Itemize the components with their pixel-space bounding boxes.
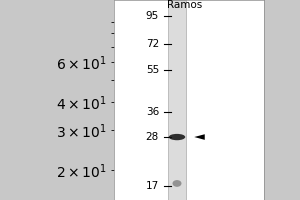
- Ellipse shape: [169, 134, 185, 140]
- Text: 17: 17: [146, 181, 159, 191]
- Bar: [168, 0, 186, 200]
- Text: 72: 72: [146, 39, 159, 49]
- Ellipse shape: [172, 180, 182, 187]
- Text: 95: 95: [146, 11, 159, 21]
- Text: 36: 36: [146, 107, 159, 117]
- Text: Ramos: Ramos: [167, 0, 202, 10]
- Text: 55: 55: [146, 65, 159, 75]
- Text: 28: 28: [146, 132, 159, 142]
- Polygon shape: [194, 134, 205, 140]
